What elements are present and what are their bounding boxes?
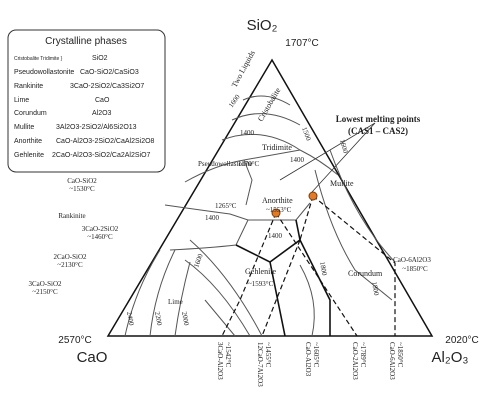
legend-phase: Gehlenite: [14, 152, 44, 159]
legend-formula: CaO-SiO2/CaSiO3: [80, 69, 139, 76]
legend-phase: Cristobalite Tridimite }: [14, 56, 63, 62]
isotherm-label: 2000: [180, 311, 190, 327]
compound-temp: ~2130°C: [57, 261, 83, 269]
legend-box: [7, 29, 166, 173]
eutectic-temp: 1265°C: [215, 202, 237, 210]
legend-formula: 2CaO-Al2O3-SiO2/Ca2Al2SiO7: [52, 152, 151, 159]
compound-label: 2CaO-SiO2: [53, 253, 87, 261]
legend-formula: CaO: [95, 97, 110, 104]
vertex-label: Al₂O₃: [432, 349, 469, 366]
vertex-temp: 2020°C: [445, 335, 478, 346]
triangle: [106, 58, 434, 337]
isotherm-label: 1800: [318, 261, 328, 277]
compound-label: 3CaO-2SiO2: [82, 225, 119, 233]
compound-temp: ~1789°C: [359, 342, 367, 368]
isotherm-label: 1500: [300, 126, 312, 142]
legend-title: Crystalline phases: [45, 36, 127, 47]
isotherm-label: 1400: [205, 214, 220, 222]
isotherm-label: 1800: [370, 281, 380, 297]
compound-label: CaO-6Al2O3: [393, 256, 431, 264]
compound-label: 12CaO-7Al2O3: [256, 342, 264, 387]
legend-phase: Rankinite: [14, 83, 43, 90]
legend-formula: SiO2: [92, 55, 108, 62]
field-label: Mullite: [330, 179, 354, 188]
legend-formula: Al2O3: [92, 110, 112, 117]
compound-label: 3CaO-SiO2: [28, 280, 62, 288]
side-compounds: CaO-SiO2 ~1530°C 3CaO-2SiO2 ~1460°C 2CaO…: [28, 177, 431, 296]
vertex-temp: 1707°C: [285, 38, 318, 49]
legend-phase: Pseudowollastonite: [14, 69, 74, 76]
compound-label: 3CaO-Al2O3: [216, 342, 224, 380]
field-label: Lime: [168, 298, 183, 306]
field-label: Rankinite: [58, 212, 85, 220]
compound-temp: ~1850°C: [402, 265, 428, 273]
compound-temp: ~1605°C: [312, 342, 320, 368]
legend-formula: 3Al2O3-2SiO2/Al6Si2O13: [56, 124, 137, 131]
field-label: ~1553°C: [266, 206, 292, 214]
isotherm-label: 2400: [125, 311, 135, 327]
isotherm-label: 2200: [153, 311, 163, 327]
bottom-compounds: 3CaO-Al2O3 ~1542°C 12CaO-7Al2O3 ~1455°C …: [216, 342, 404, 387]
isotherm-label: 1400: [268, 232, 283, 240]
compound-temp: ~1455°C: [264, 342, 272, 368]
compound-temp: ~1850°C: [396, 342, 404, 368]
field-label: Tridimite: [262, 143, 292, 152]
legend-formula: 3CaO-2SiO2/Ca3Si2O7: [70, 83, 144, 90]
compound-temp: ~1530°C: [69, 185, 95, 193]
compound-label: CaO-6Al2O3: [388, 342, 396, 380]
compound-label: CaO-Al2O3: [304, 342, 312, 377]
legend-phase: Anorthite: [14, 138, 42, 145]
compound-temp: ~1460°C: [87, 233, 113, 241]
field-label: Cristobalite: [256, 86, 283, 123]
vertex-label: SiO₂: [247, 17, 278, 34]
field-label: Gehlenite: [245, 267, 277, 276]
compound-temp: ~2150°C: [32, 288, 58, 296]
diagram-lines: [106, 58, 434, 337]
isotherm-label: 1600: [338, 138, 349, 154]
compound-label: CaO-SiO2: [67, 177, 97, 185]
legend-phase: Lime: [14, 97, 29, 104]
callout-title: Lowest melting points: [336, 114, 421, 124]
field-label: Anorthite: [262, 196, 293, 205]
eutectic-point: [271, 208, 281, 218]
field-label: ~1593°C: [248, 280, 274, 288]
legend-formula: CaO-Al2O3-2SiO2/CaAl2Si2O8: [56, 138, 155, 145]
compound-label: CaO-2Al2O3: [351, 342, 359, 380]
field-label: Two Liquids: [230, 49, 257, 89]
isotherm-label: 1600: [227, 93, 242, 109]
callout-subtitle: (CAS1 – CAS2): [348, 126, 408, 136]
legend-rows: Cristobalite Tridimite } SiO2 Pseudowolla…: [14, 55, 155, 159]
legend-phase: Mullite: [14, 124, 34, 131]
field-label: Pseudowollastonite: [198, 160, 252, 168]
vertex-temp: 2570°C: [58, 335, 91, 346]
isotherm-label: 1400: [290, 156, 305, 164]
isotherm-label: 1400: [240, 129, 255, 137]
eutectic-temp: 1170°C: [238, 160, 260, 168]
vertex-label: CaO: [77, 349, 108, 366]
legend-phase: Corundum: [14, 110, 47, 117]
eutectic-point: [308, 191, 318, 201]
field-label: Corundum: [348, 269, 383, 278]
isotherm-label: 1600: [192, 252, 204, 268]
compound-temp: ~1542°C: [224, 342, 232, 368]
